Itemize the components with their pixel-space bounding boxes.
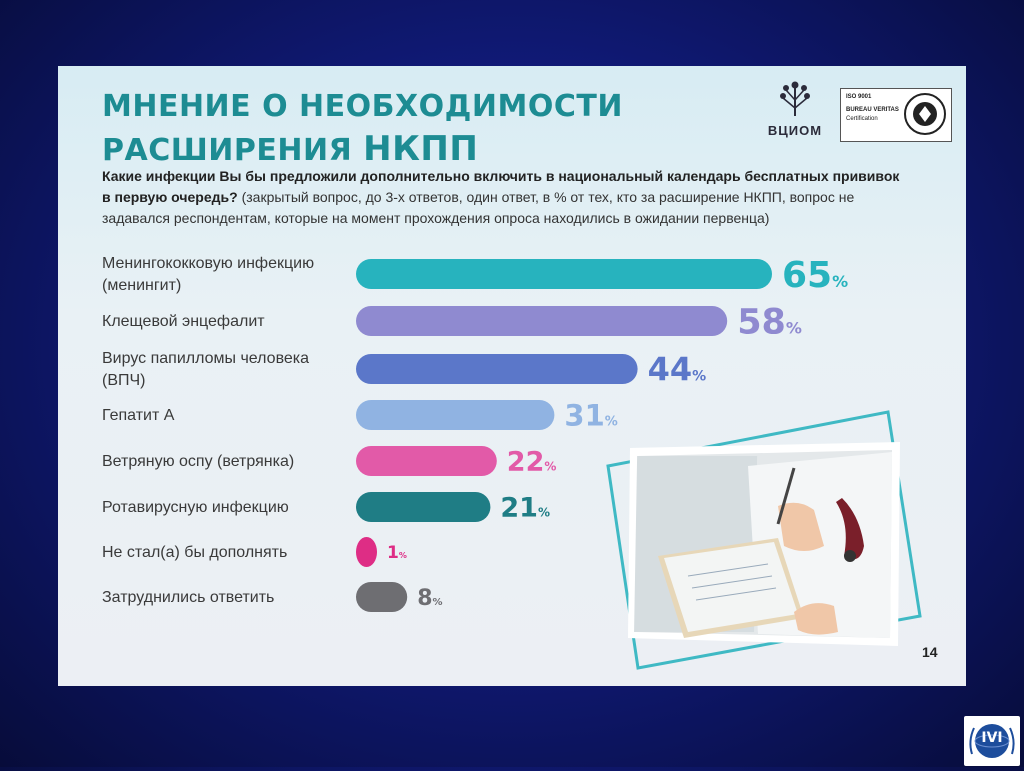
- tree-icon: [780, 81, 810, 116]
- bar: [356, 354, 638, 384]
- bv-cert-text: Certification: [846, 116, 878, 122]
- category-label: Клещевой энцефалит: [102, 313, 265, 330]
- certification-seal-icon: [904, 93, 946, 135]
- bar: [356, 492, 491, 522]
- data-label: 65%: [782, 255, 848, 296]
- page-title: МНЕНИЕ О НЕОБХОДИМОСТИ РАСШИРЕНИЯ НКПП: [102, 86, 623, 172]
- question-bold: Какие инфекции Вы бы предложили дополнит…: [102, 168, 900, 205]
- data-label: 58%: [737, 303, 802, 343]
- category-label: Ротавирусную инфекцию: [102, 499, 289, 516]
- bv-name-text: BUREAU VERITAS: [846, 107, 899, 113]
- bar: [356, 582, 408, 612]
- data-label: 21%: [500, 493, 550, 524]
- doctor-photo: [598, 406, 938, 676]
- category-label: Гепатит А: [102, 407, 175, 424]
- data-label: 22%: [507, 447, 557, 478]
- ivi-logo: IVI: [964, 716, 1020, 766]
- bar: [356, 400, 555, 430]
- bar: [356, 446, 497, 476]
- category-label: Не стал(а) бы дополнять: [102, 544, 287, 561]
- category-label: Ветряную оспу (ветрянка): [102, 453, 294, 470]
- doctor-writing-illustration: [606, 410, 922, 670]
- bv-iso-text: ISO 9001: [846, 94, 872, 100]
- category-label: Затруднились ответить: [102, 589, 274, 606]
- bar: [356, 306, 728, 336]
- data-label: 8%: [417, 586, 442, 611]
- title-abbr: НКПП: [363, 129, 479, 169]
- data-label: 1%: [387, 543, 407, 563]
- globe-icon: [969, 724, 1015, 758]
- bar-chart: Менингококковую инфекцию (менингит) 65% Кле…: [102, 255, 848, 612]
- title-word: РАСШИРЕНИЯ: [102, 133, 364, 168]
- vciom-logo: ВЦИОМ: [760, 80, 830, 138]
- category-label: Менингококковую инфекцию (менингит): [102, 255, 314, 294]
- bar: [356, 259, 772, 289]
- category-label: Вирус папилломы человека (ВПЧ): [102, 350, 309, 389]
- data-label: 44%: [648, 351, 707, 389]
- question-note: (закрытый вопрос, до 3-х ответов, один о…: [102, 189, 855, 226]
- bar: [356, 537, 377, 567]
- survey-question: Какие инфекции Вы бы предложили дополнит…: [102, 166, 902, 229]
- title-line-1: МНЕНИЕ О НЕОБХОДИМОСТИ: [102, 89, 623, 124]
- ivi-logo-text: IVI: [981, 730, 1003, 746]
- slide: МНЕНИЕ О НЕОБХОДИМОСТИ РАСШИРЕНИЯ НКПП К…: [58, 66, 966, 686]
- page-number: 14: [922, 644, 938, 660]
- bureau-veritas-logo: ISO 9001 BUREAU VERITAS Certification: [840, 88, 952, 142]
- vciom-logo-text: ВЦИОМ: [767, 123, 823, 138]
- title-line-2: РАСШИРЕНИЯ НКПП: [102, 128, 623, 172]
